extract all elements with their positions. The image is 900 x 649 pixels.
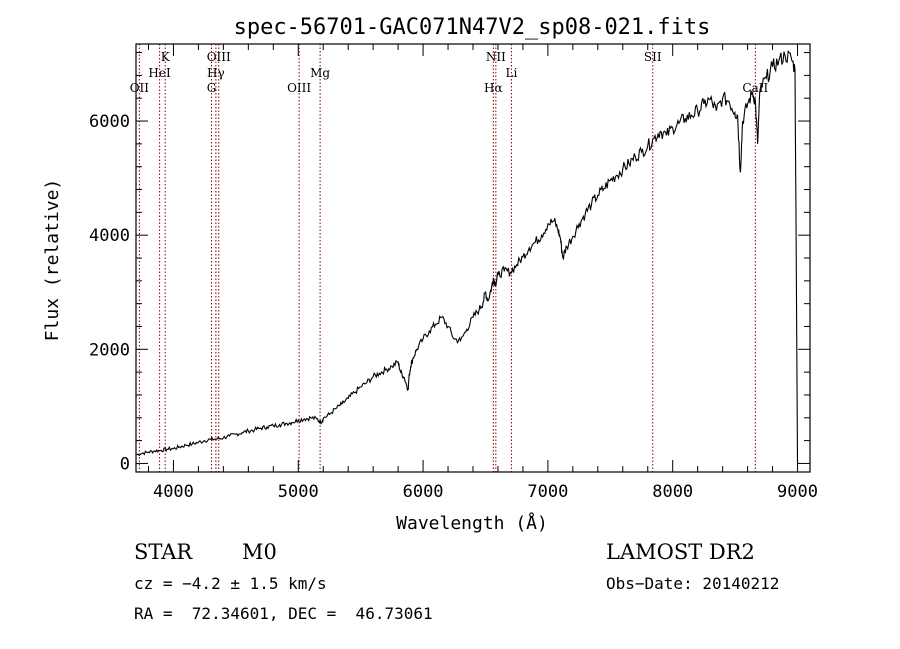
line-marker-label: SII xyxy=(644,50,662,64)
line-marker-label: NII xyxy=(486,50,506,64)
y-axis-label: Flux (relative) xyxy=(42,179,63,342)
subclass: M0 xyxy=(242,540,277,564)
spectrum-line xyxy=(135,50,799,464)
plot-frame xyxy=(135,43,811,473)
x-tick-label: 9000 xyxy=(777,482,818,502)
chart-title: spec-56701-GAC071N47V2_sp08-021.fits xyxy=(234,15,711,40)
line-marker-label: OII xyxy=(130,81,150,95)
line-marker-label: Mg xyxy=(310,66,330,80)
survey-name: LAMOST DR2 xyxy=(606,540,755,564)
observation-date: Obs−Date: 20140212 xyxy=(606,574,780,593)
line-marker-label: HeI xyxy=(148,66,171,80)
x-tick-label: 7000 xyxy=(527,482,568,502)
line-marker-label: Hα xyxy=(484,81,503,95)
redshift-cz: cz = −4.2 ± 1.5 km/s xyxy=(134,574,327,593)
x-tick-label: 4000 xyxy=(153,482,194,502)
line-marker-label: OIII xyxy=(207,50,231,64)
line-marker-label: CaII xyxy=(742,81,768,95)
x-tick-label: 8000 xyxy=(652,482,693,502)
coordinates: RA = 72.34601, DEC = 46.73061 xyxy=(134,604,433,623)
y-tick-label: 2000 xyxy=(89,340,130,360)
x-axis-label: Wavelength (Å) xyxy=(396,512,548,534)
line-marker-label: Li xyxy=(506,66,518,80)
object-class: STAR xyxy=(134,540,193,564)
x-tick-label: 5000 xyxy=(278,482,319,502)
y-tick-label: 4000 xyxy=(89,226,130,246)
line-marker-label: K xyxy=(161,50,171,64)
line-marker-label: Hγ xyxy=(207,66,225,80)
line-marker-label: OIII xyxy=(287,81,311,95)
y-tick-label: 0 xyxy=(120,454,130,474)
axes: 4000 5000 6000 7000 8000 9000 0 2000 4000 6000 xyxy=(89,44,818,502)
x-tick-label: 6000 xyxy=(403,482,444,502)
y-tick-label: 6000 xyxy=(89,112,130,132)
line-marker-label: G xyxy=(207,81,217,95)
